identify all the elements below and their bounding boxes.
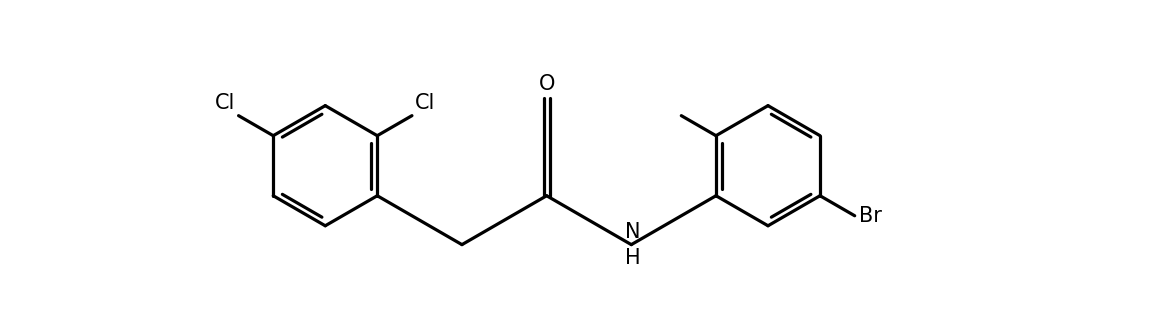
Text: Cl: Cl: [215, 92, 236, 113]
Text: Br: Br: [859, 206, 882, 226]
Text: O: O: [538, 74, 554, 94]
Text: N: N: [625, 221, 640, 242]
Text: Cl: Cl: [415, 92, 436, 113]
Text: H: H: [625, 248, 640, 268]
